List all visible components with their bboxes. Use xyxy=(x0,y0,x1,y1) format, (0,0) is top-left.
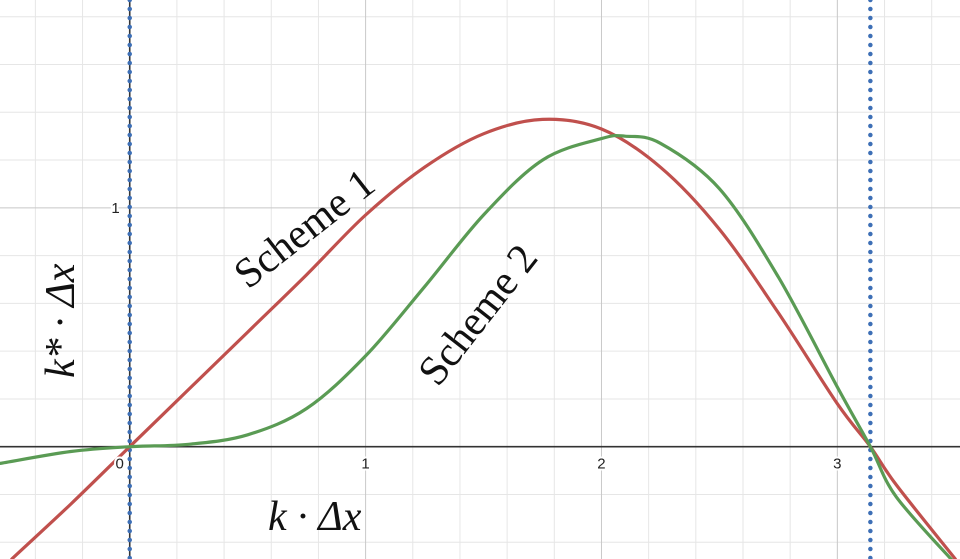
x-tick-label: 1 xyxy=(361,456,369,473)
series-1-line xyxy=(10,117,957,559)
reference-lines xyxy=(127,0,873,559)
y-axis-label: k* · Δx xyxy=(38,263,84,378)
x-axis-label: k · Δx xyxy=(268,494,362,540)
x-tick-label: 3 xyxy=(833,456,841,473)
series-2-line xyxy=(0,133,954,559)
tick-labels: 0 1 2 3 1 xyxy=(109,198,843,475)
y-tick-label: 1 xyxy=(111,200,119,217)
x-tick-label: 0 xyxy=(116,456,124,473)
x-tick-label: 2 xyxy=(597,456,605,473)
curves xyxy=(0,117,957,559)
scheme-2-label: Scheme 2 xyxy=(410,236,547,394)
